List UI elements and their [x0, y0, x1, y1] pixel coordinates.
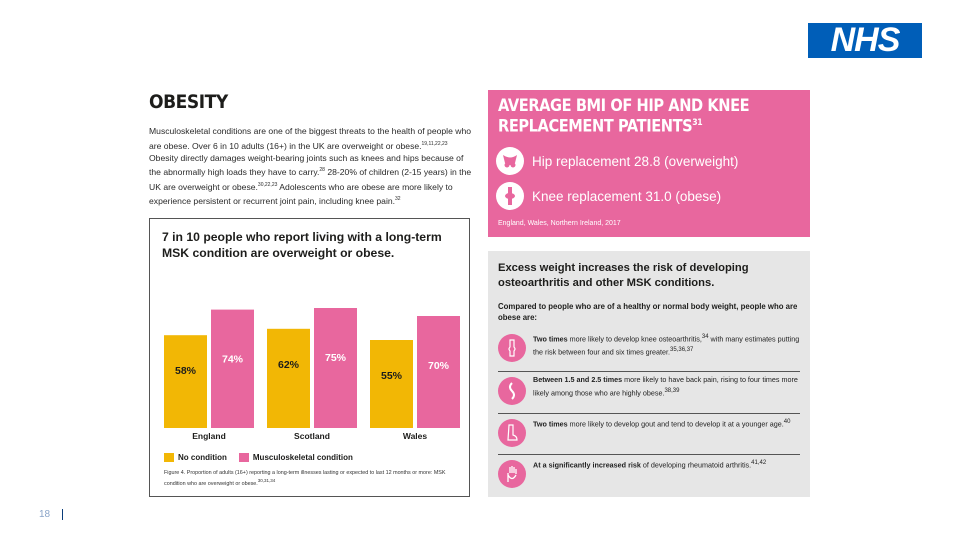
risk-item-knee-oa: Two times more likely to develop knee os…	[498, 332, 800, 370]
risk-panel: Excess weight increases the risk of deve…	[488, 251, 810, 497]
category-label-scotland: Scotland	[294, 431, 330, 441]
data-label-wales-msk: 70%	[428, 360, 450, 372]
bmi-title: AVERAGE BMI OF HIP AND KNEE REPLACEMENT …	[498, 96, 750, 137]
knee-replacement-row: Knee replacement 31.0 (obese)	[496, 182, 721, 210]
legend-no-condition: No condition	[164, 453, 227, 463]
hip-replacement-row: Hip replacement 28.8 (overweight)	[496, 147, 738, 175]
risk-item-gout: Two times more likely to develop gout an…	[498, 417, 800, 455]
chart-legend: No condition Musculoskeletal condition	[164, 453, 353, 463]
data-label-scotland-msk: 75%	[325, 352, 347, 364]
data-label-wales-no-condition: 55%	[381, 370, 403, 382]
risk-title: Excess weight increases the risk of deve…	[498, 262, 749, 289]
category-label-wales: Wales	[403, 431, 428, 441]
section-title: OBESITY	[149, 91, 228, 113]
intro-paragraph: Musculoskeletal conditions are one of th…	[149, 126, 472, 206]
risk-item-rheumatoid: At a significantly increased risk of dev…	[498, 458, 800, 496]
bar-england-msk	[211, 309, 254, 428]
page-number-divider	[62, 509, 63, 520]
leg-icon	[498, 334, 526, 362]
bar-wales-no-condition	[370, 340, 413, 428]
divider	[498, 371, 800, 372]
risk-item-back-pain: Between 1.5 and 2.5 times more likely to…	[498, 375, 800, 413]
knee-bmi-text: Knee replacement 31.0 (obese)	[532, 188, 722, 204]
category-label-england: England	[192, 431, 226, 441]
legend-msk: Musculoskeletal condition	[238, 453, 353, 463]
bmi-panel: AVERAGE BMI OF HIP AND KNEE REPLACEMENT …	[488, 90, 810, 237]
bar-scotland-no-condition	[267, 328, 310, 428]
foot-icon	[498, 419, 526, 447]
risk-subtitle: Compared to people who are of a healthy …	[498, 302, 798, 322]
bmi-source-note: England, Wales, Northern Ireland, 2017	[498, 220, 621, 227]
msk-bar-chart: 7 in 10 people who report living with a …	[149, 218, 470, 497]
bar-wales-msk	[417, 316, 460, 428]
figure-caption: Figure 4. Proportion of adults (16+) rep…	[164, 470, 446, 487]
data-label-scotland-no-condition: 62%	[278, 359, 300, 371]
hip-joint-icon	[496, 147, 524, 175]
chart-plot: 58% 74% England 62% 75% Scotland 55% 70% Wales	[164, 308, 460, 441]
nhs-logo: NHS	[808, 23, 922, 58]
divider	[498, 413, 800, 414]
data-label-england-msk: 74%	[222, 354, 244, 366]
page-number: 18	[39, 509, 51, 520]
bar-england-no-condition	[164, 335, 207, 428]
chart-heading: 7 in 10 people who report living with a …	[162, 230, 442, 260]
hip-bmi-text: Hip replacement 28.8 (overweight)	[532, 153, 739, 169]
data-label-england-no-condition: 58%	[175, 365, 197, 377]
divider	[498, 454, 800, 455]
bar-scotland-msk	[314, 308, 357, 428]
hand-icon	[498, 460, 526, 488]
spine-icon	[498, 377, 526, 405]
knee-joint-icon	[496, 182, 524, 210]
